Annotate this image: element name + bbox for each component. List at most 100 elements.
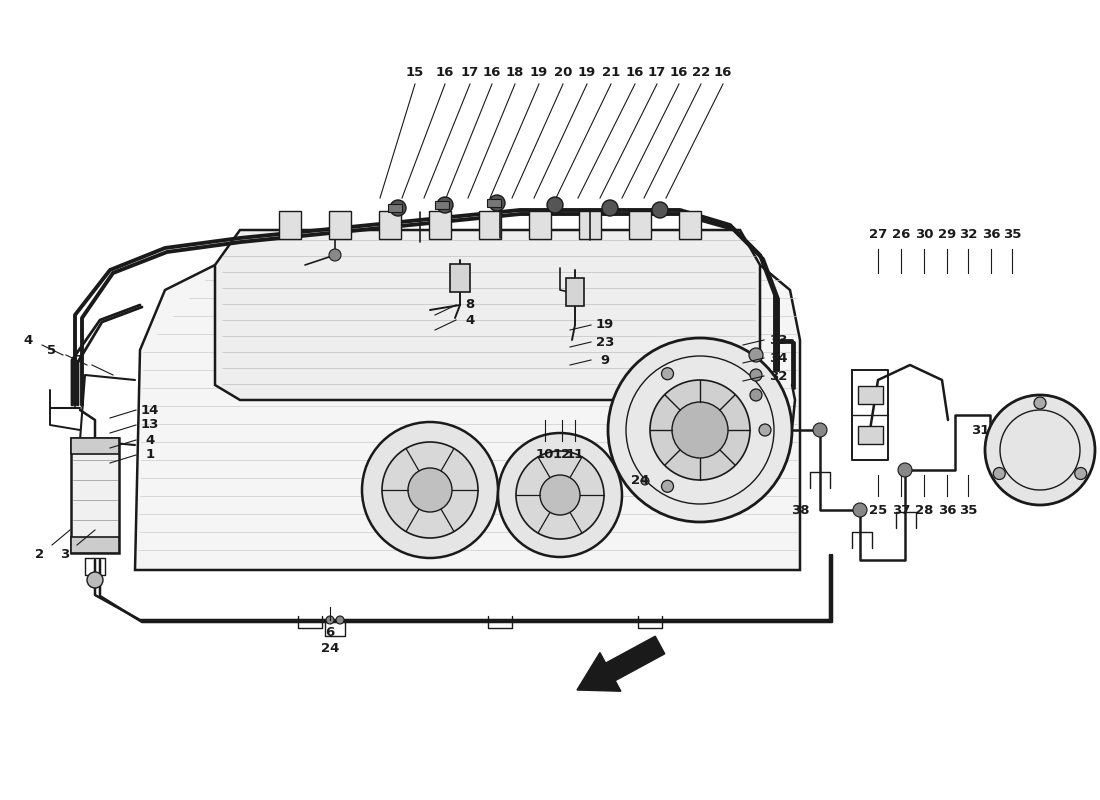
Text: 27: 27 [869, 229, 887, 242]
Bar [858, 386, 882, 404]
Text: 30: 30 [915, 229, 933, 242]
Circle shape [382, 442, 478, 538]
Text: 19: 19 [578, 66, 596, 78]
Circle shape [984, 395, 1094, 505]
Text: 24: 24 [321, 642, 339, 654]
Text: 33: 33 [769, 334, 788, 346]
Bar [72, 438, 119, 454]
Circle shape [329, 249, 341, 261]
Bar [579, 211, 601, 239]
Bar [858, 426, 882, 444]
Text: 23: 23 [596, 335, 614, 349]
Text: 9: 9 [601, 354, 609, 366]
Circle shape [652, 202, 668, 218]
Bar [529, 211, 551, 239]
Text: 36: 36 [937, 503, 956, 517]
Bar [487, 199, 500, 207]
Circle shape [650, 380, 750, 480]
Text: 20: 20 [553, 66, 572, 78]
Polygon shape [135, 265, 800, 570]
Circle shape [516, 451, 604, 539]
Circle shape [749, 348, 763, 362]
Text: 4: 4 [465, 314, 474, 326]
Circle shape [1034, 397, 1046, 409]
Text: 16: 16 [670, 66, 689, 78]
Circle shape [540, 475, 580, 515]
Text: 11: 11 [565, 449, 584, 462]
Text: 4: 4 [145, 434, 155, 446]
Text: 29: 29 [938, 229, 956, 242]
Text: 17: 17 [648, 66, 667, 78]
Circle shape [898, 463, 912, 477]
Text: 8: 8 [465, 298, 474, 311]
Text: 18: 18 [506, 66, 525, 78]
Bar [450, 264, 470, 292]
Text: 31: 31 [971, 423, 989, 437]
Circle shape [336, 616, 344, 624]
Circle shape [490, 195, 505, 211]
Text: 25: 25 [869, 503, 887, 517]
Circle shape [437, 197, 453, 213]
Text: 2: 2 [35, 549, 45, 562]
Circle shape [608, 338, 792, 522]
Text: 16: 16 [714, 66, 733, 78]
Circle shape [750, 389, 762, 401]
Text: 32: 32 [769, 370, 788, 382]
Circle shape [87, 572, 103, 588]
Text: 13: 13 [141, 418, 160, 431]
Text: 36: 36 [981, 229, 1000, 242]
Circle shape [852, 503, 867, 517]
Text: 35: 35 [1003, 229, 1021, 242]
Circle shape [641, 477, 649, 485]
Text: 28: 28 [915, 503, 933, 517]
Text: 16: 16 [626, 66, 645, 78]
Text: 16: 16 [483, 66, 502, 78]
Bar [279, 211, 301, 239]
Circle shape [661, 480, 673, 492]
Circle shape [813, 423, 827, 437]
Bar [72, 537, 119, 553]
Bar [679, 211, 701, 239]
Circle shape [547, 197, 563, 213]
Bar [429, 211, 451, 239]
Text: 16: 16 [436, 66, 454, 78]
Bar [434, 201, 449, 209]
Circle shape [672, 402, 728, 458]
Text: 34: 34 [769, 351, 788, 365]
Circle shape [759, 424, 771, 436]
Text: 12: 12 [553, 449, 571, 462]
Text: 21: 21 [602, 66, 620, 78]
Circle shape [750, 369, 762, 381]
Text: 15: 15 [406, 66, 425, 78]
Text: 6: 6 [326, 626, 334, 638]
Circle shape [993, 467, 1005, 479]
Circle shape [602, 200, 618, 216]
Circle shape [661, 368, 673, 380]
Circle shape [1075, 467, 1087, 479]
Circle shape [498, 433, 622, 557]
Polygon shape [214, 230, 760, 400]
Bar [388, 204, 401, 212]
Circle shape [390, 200, 406, 216]
Circle shape [326, 616, 334, 624]
Bar [379, 211, 401, 239]
Text: 22: 22 [692, 66, 711, 78]
Bar [329, 211, 351, 239]
Text: 38: 38 [791, 503, 810, 517]
Text: 4: 4 [23, 334, 33, 346]
Text: 19: 19 [530, 66, 548, 78]
Text: 7: 7 [74, 354, 82, 366]
Circle shape [408, 468, 452, 512]
Polygon shape [578, 636, 664, 691]
Text: 19: 19 [596, 318, 614, 331]
Text: 1: 1 [145, 449, 155, 462]
Text: 24: 24 [630, 474, 649, 486]
Bar [566, 278, 584, 306]
Bar [478, 211, 500, 239]
Bar [72, 438, 119, 553]
Text: 17: 17 [461, 66, 480, 78]
Text: 35: 35 [959, 503, 977, 517]
Text: 10: 10 [536, 449, 554, 462]
Text: 5: 5 [47, 343, 56, 357]
Text: 3: 3 [60, 549, 69, 562]
